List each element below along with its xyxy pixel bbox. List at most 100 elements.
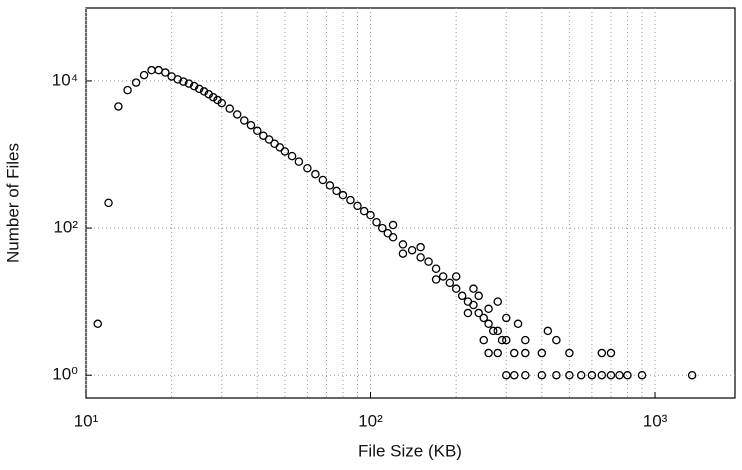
point bbox=[294, 157, 304, 166]
point bbox=[493, 297, 502, 306]
point bbox=[623, 370, 632, 380]
point bbox=[338, 190, 348, 200]
y-tick-label: 10² bbox=[53, 218, 78, 237]
point bbox=[521, 348, 530, 358]
point bbox=[576, 370, 586, 380]
point bbox=[606, 370, 616, 380]
point bbox=[398, 240, 408, 249]
point bbox=[259, 131, 268, 140]
point bbox=[509, 348, 519, 358]
point bbox=[378, 223, 387, 233]
point bbox=[325, 181, 335, 190]
point bbox=[479, 335, 488, 345]
point bbox=[484, 319, 493, 329]
point bbox=[280, 147, 290, 156]
point bbox=[445, 278, 455, 288]
point bbox=[457, 291, 467, 301]
point bbox=[637, 370, 647, 380]
point bbox=[253, 126, 262, 136]
point bbox=[543, 326, 553, 336]
point bbox=[416, 242, 425, 252]
point bbox=[484, 348, 493, 358]
point bbox=[513, 319, 523, 329]
point bbox=[463, 308, 473, 318]
point bbox=[438, 272, 448, 281]
x-tick-label: 10³ bbox=[643, 411, 668, 430]
y-axis-label: Number of Files bbox=[3, 143, 22, 263]
point bbox=[208, 92, 218, 102]
point bbox=[474, 291, 483, 301]
point bbox=[311, 169, 320, 179]
point bbox=[131, 78, 141, 87]
point bbox=[502, 370, 511, 380]
point bbox=[537, 370, 547, 380]
point bbox=[275, 143, 285, 152]
x-tick-label: 10² bbox=[358, 411, 383, 430]
point bbox=[497, 335, 507, 345]
point bbox=[424, 257, 433, 266]
point bbox=[484, 304, 493, 314]
point bbox=[597, 348, 607, 358]
x-tick-label: 10¹ bbox=[74, 411, 99, 430]
point bbox=[509, 370, 519, 380]
point bbox=[502, 313, 511, 323]
point bbox=[552, 370, 561, 380]
point bbox=[246, 120, 256, 130]
point bbox=[431, 264, 441, 273]
point bbox=[521, 335, 530, 345]
point bbox=[606, 348, 616, 358]
point bbox=[359, 206, 369, 216]
point bbox=[597, 370, 607, 380]
point bbox=[451, 284, 461, 293]
point bbox=[388, 233, 398, 242]
point bbox=[161, 68, 170, 77]
point bbox=[225, 104, 234, 113]
point bbox=[366, 210, 375, 220]
point bbox=[687, 370, 697, 380]
point bbox=[383, 229, 393, 238]
point bbox=[493, 326, 502, 336]
point bbox=[93, 319, 103, 329]
point bbox=[114, 102, 123, 111]
point bbox=[147, 65, 156, 75]
point bbox=[217, 98, 227, 108]
point bbox=[398, 249, 408, 258]
x-axis-label: File Size (KB) bbox=[358, 441, 462, 460]
point bbox=[173, 75, 182, 84]
point bbox=[479, 313, 488, 323]
point bbox=[451, 272, 461, 281]
point bbox=[346, 195, 355, 205]
point bbox=[565, 348, 574, 358]
point bbox=[179, 77, 188, 86]
point bbox=[565, 370, 574, 380]
point bbox=[537, 348, 547, 358]
point bbox=[332, 186, 341, 196]
point bbox=[552, 335, 561, 345]
point bbox=[264, 135, 274, 144]
point bbox=[587, 370, 597, 380]
point bbox=[194, 84, 204, 94]
point bbox=[407, 245, 417, 255]
point bbox=[303, 164, 312, 173]
point bbox=[104, 198, 113, 208]
point bbox=[416, 253, 425, 262]
point bbox=[474, 308, 483, 318]
point bbox=[469, 300, 478, 310]
point bbox=[372, 217, 381, 227]
y-tick-label: 10⁰ bbox=[52, 365, 78, 384]
point bbox=[240, 116, 249, 125]
point bbox=[287, 151, 297, 161]
point bbox=[318, 175, 328, 185]
point bbox=[199, 87, 209, 96]
point bbox=[469, 284, 478, 293]
point bbox=[139, 70, 149, 80]
point bbox=[388, 220, 398, 230]
point bbox=[521, 370, 530, 380]
y-tick-label: 10⁴ bbox=[52, 70, 78, 89]
point bbox=[502, 335, 511, 345]
point bbox=[431, 275, 441, 284]
point bbox=[493, 348, 502, 358]
point bbox=[489, 326, 498, 336]
point bbox=[353, 201, 362, 211]
